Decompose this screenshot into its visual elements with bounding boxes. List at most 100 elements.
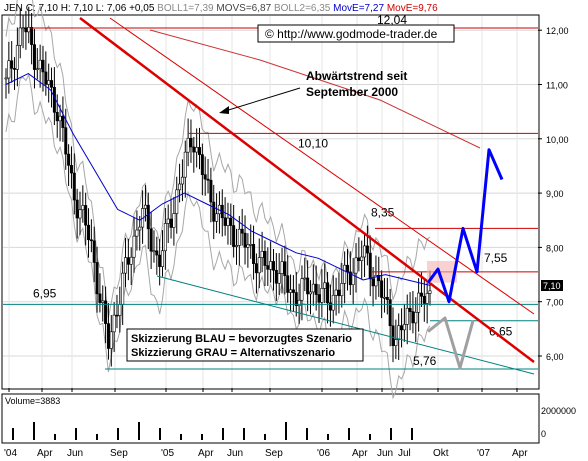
price-candle xyxy=(408,307,412,312)
price-candle xyxy=(143,204,147,209)
price-candle xyxy=(360,256,364,261)
price-candle xyxy=(263,250,267,266)
volume-bar xyxy=(285,422,287,440)
x-tick-label: Jun xyxy=(377,448,393,459)
volume-bar xyxy=(222,428,224,440)
price-candle xyxy=(81,205,85,211)
trend-arrow-line xyxy=(221,87,301,113)
scenario-gray-label: Skizzierung GRAU = Alternativszenario xyxy=(131,347,335,359)
volume-bar xyxy=(369,434,371,440)
moving-average-red xyxy=(149,29,481,149)
price-candle xyxy=(50,80,54,88)
y-tick-label: 9,00 xyxy=(546,189,564,199)
level-label: 6,95 xyxy=(33,286,57,300)
price-candle xyxy=(382,296,386,299)
price-candle xyxy=(391,325,395,346)
bollinger-lower xyxy=(5,73,431,400)
price-candle xyxy=(58,115,62,122)
price-candle xyxy=(129,256,133,265)
volume-bar xyxy=(327,434,329,440)
price-candle xyxy=(72,172,76,201)
price-candle xyxy=(69,165,73,174)
x-tick-label: Apr xyxy=(37,448,53,459)
price-candle xyxy=(163,223,167,252)
price-candle xyxy=(326,282,330,304)
price-candle xyxy=(411,311,415,324)
price-candle xyxy=(232,225,236,247)
price-candle xyxy=(158,254,162,267)
price-candle xyxy=(331,294,335,311)
resistance-zone xyxy=(427,260,457,283)
price-bars xyxy=(4,6,432,367)
price-candle xyxy=(368,252,372,280)
level-label: 7,55 xyxy=(484,251,508,265)
level-label: 6,65 xyxy=(489,325,513,339)
price-candle xyxy=(345,264,349,273)
trend-label-2: September 2000 xyxy=(306,85,398,99)
price-candle xyxy=(206,178,210,181)
y-tick-label: 12,00 xyxy=(546,26,569,36)
price-candle xyxy=(18,27,22,46)
price-candle xyxy=(44,71,48,85)
y-tick-label: 7,00 xyxy=(546,298,564,308)
volume-bar xyxy=(117,428,119,440)
price-candle xyxy=(260,250,264,258)
price-candle xyxy=(385,296,389,300)
price-candle xyxy=(340,283,344,297)
move2: MovE=9,76 xyxy=(387,3,438,14)
price-candle xyxy=(200,154,204,175)
move1: MovE=7,27 xyxy=(333,3,384,14)
price-candle xyxy=(428,290,432,294)
price-candle xyxy=(334,289,338,296)
volume-bar xyxy=(306,428,308,440)
price-candle xyxy=(234,245,238,247)
price-candle xyxy=(67,153,71,166)
price-candle xyxy=(311,283,315,293)
price-candle xyxy=(354,257,358,274)
price-candle xyxy=(300,278,304,301)
price-candle xyxy=(55,112,59,122)
price-candle xyxy=(189,137,193,148)
level-label: 5,76 xyxy=(413,354,437,368)
price-candle xyxy=(283,261,287,277)
volume-bar xyxy=(96,434,98,440)
x-tick-label: Sep xyxy=(265,448,283,459)
volume-bar xyxy=(201,434,203,440)
price-candle xyxy=(425,293,429,304)
x-tick-label: Jun xyxy=(227,448,243,459)
volume-bar xyxy=(243,428,245,440)
price-candle xyxy=(277,273,281,284)
price-candle xyxy=(95,262,99,295)
volume-panel xyxy=(1,393,540,444)
price-candle xyxy=(13,68,17,70)
price-candle xyxy=(337,289,341,297)
y-tick-label: 11,00 xyxy=(546,81,568,91)
price-candle xyxy=(115,314,119,317)
price-candle xyxy=(175,189,179,214)
price-candle xyxy=(64,127,68,155)
price-candle xyxy=(257,257,261,274)
volume-bar xyxy=(54,434,56,440)
price-tag-bg xyxy=(541,280,563,291)
price-candle xyxy=(252,244,256,264)
price-candle xyxy=(419,292,423,297)
volume-tick-high: 2000000 xyxy=(541,406,576,416)
price-candle xyxy=(84,205,88,226)
price-candle xyxy=(380,280,384,298)
trend-label-1: Abwärtstrend seit xyxy=(306,69,407,83)
lower-channel-line xyxy=(156,275,535,375)
price-candle xyxy=(371,278,375,287)
price-candle xyxy=(172,213,176,228)
trend-arrow-head xyxy=(219,106,229,114)
price-candle xyxy=(394,339,398,346)
price-candle xyxy=(24,27,28,33)
price-candle xyxy=(229,217,233,226)
x-tick-label: Jul xyxy=(398,448,411,459)
x-tick-label: '06 xyxy=(317,448,330,459)
price-candle xyxy=(138,226,142,231)
movs: MOVS=6,87 xyxy=(216,3,271,14)
volume-bar xyxy=(12,428,14,440)
price-candle xyxy=(223,217,227,226)
price-candle xyxy=(320,288,324,303)
price-candle xyxy=(87,224,91,241)
